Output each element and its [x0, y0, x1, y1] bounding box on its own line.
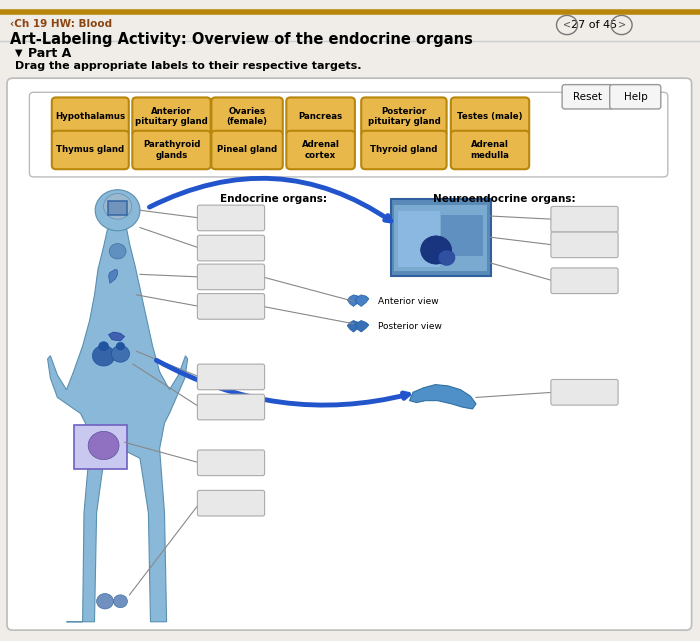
FancyBboxPatch shape: [451, 97, 529, 136]
Circle shape: [421, 236, 452, 264]
Text: Art-Labeling Activity: Overview of the endocrine organs: Art-Labeling Activity: Overview of the e…: [10, 32, 473, 47]
Text: Reset: Reset: [573, 92, 603, 102]
Text: Pineal gland: Pineal gland: [217, 146, 277, 154]
Text: Adrenal
cortex: Adrenal cortex: [302, 140, 340, 160]
Text: Ovaries
(female): Ovaries (female): [227, 107, 267, 126]
Text: Drag the appropriate labels to their respective targets.: Drag the appropriate labels to their res…: [15, 61, 362, 71]
FancyBboxPatch shape: [197, 490, 265, 516]
Circle shape: [97, 594, 113, 609]
Text: <: <: [563, 20, 571, 30]
FancyBboxPatch shape: [108, 201, 127, 215]
FancyBboxPatch shape: [441, 215, 483, 256]
Polygon shape: [410, 385, 476, 409]
Circle shape: [95, 190, 140, 231]
Text: ▼: ▼: [15, 47, 23, 58]
FancyBboxPatch shape: [551, 379, 618, 405]
FancyBboxPatch shape: [398, 211, 440, 267]
FancyBboxPatch shape: [197, 450, 265, 476]
Text: >: >: [617, 20, 626, 30]
Text: Adrenal
medulla: Adrenal medulla: [470, 140, 510, 160]
Polygon shape: [108, 332, 125, 341]
Text: Part A: Part A: [28, 47, 71, 60]
FancyBboxPatch shape: [197, 205, 265, 231]
Circle shape: [116, 342, 125, 350]
FancyBboxPatch shape: [132, 131, 211, 169]
Circle shape: [92, 345, 115, 366]
Text: Posterior view: Posterior view: [378, 322, 442, 331]
Text: Neuroendocrine organs:: Neuroendocrine organs:: [433, 194, 575, 204]
FancyBboxPatch shape: [197, 235, 265, 261]
Polygon shape: [48, 221, 188, 622]
Polygon shape: [347, 320, 361, 332]
FancyBboxPatch shape: [74, 425, 127, 469]
FancyBboxPatch shape: [197, 294, 265, 319]
FancyBboxPatch shape: [551, 268, 618, 294]
FancyBboxPatch shape: [610, 85, 661, 109]
Text: Help: Help: [624, 92, 648, 102]
Polygon shape: [355, 295, 369, 306]
FancyBboxPatch shape: [451, 131, 529, 169]
FancyBboxPatch shape: [52, 131, 129, 169]
FancyBboxPatch shape: [7, 78, 692, 630]
Text: ‹Ch 19 HW: Blood: ‹Ch 19 HW: Blood: [10, 19, 113, 29]
Text: 27 of 45: 27 of 45: [570, 20, 617, 30]
FancyBboxPatch shape: [211, 131, 283, 169]
Text: Posterior
pituitary gland: Posterior pituitary gland: [368, 107, 440, 126]
FancyBboxPatch shape: [197, 394, 265, 420]
Text: Thyroid gland: Thyroid gland: [370, 146, 438, 154]
FancyBboxPatch shape: [361, 131, 447, 169]
FancyBboxPatch shape: [391, 199, 491, 276]
FancyBboxPatch shape: [286, 131, 355, 169]
Text: Parathyroid
glands: Parathyroid glands: [143, 140, 200, 160]
FancyBboxPatch shape: [361, 97, 447, 136]
FancyBboxPatch shape: [286, 97, 355, 136]
Text: Endocrine organs:: Endocrine organs:: [220, 194, 328, 204]
FancyBboxPatch shape: [394, 205, 487, 271]
Polygon shape: [347, 295, 361, 306]
FancyBboxPatch shape: [211, 97, 283, 136]
FancyBboxPatch shape: [562, 85, 613, 109]
FancyBboxPatch shape: [29, 92, 668, 177]
Text: Hypothalamus: Hypothalamus: [55, 112, 125, 121]
Text: Pancreas: Pancreas: [298, 112, 343, 121]
Circle shape: [109, 244, 126, 259]
FancyBboxPatch shape: [197, 364, 265, 390]
Text: Anterior
pituitary gland: Anterior pituitary gland: [135, 107, 208, 126]
FancyBboxPatch shape: [197, 264, 265, 290]
Text: Thymus gland: Thymus gland: [56, 146, 125, 154]
Circle shape: [104, 194, 132, 219]
FancyBboxPatch shape: [551, 232, 618, 258]
Circle shape: [113, 595, 127, 608]
Polygon shape: [355, 320, 369, 332]
Text: Testes (male): Testes (male): [457, 112, 523, 121]
Circle shape: [88, 431, 119, 460]
Circle shape: [99, 342, 108, 351]
FancyBboxPatch shape: [551, 206, 618, 232]
Text: Anterior view: Anterior view: [378, 297, 439, 306]
FancyBboxPatch shape: [52, 97, 129, 136]
Polygon shape: [108, 269, 118, 283]
Circle shape: [111, 345, 130, 362]
Circle shape: [438, 250, 455, 265]
FancyBboxPatch shape: [132, 97, 211, 136]
